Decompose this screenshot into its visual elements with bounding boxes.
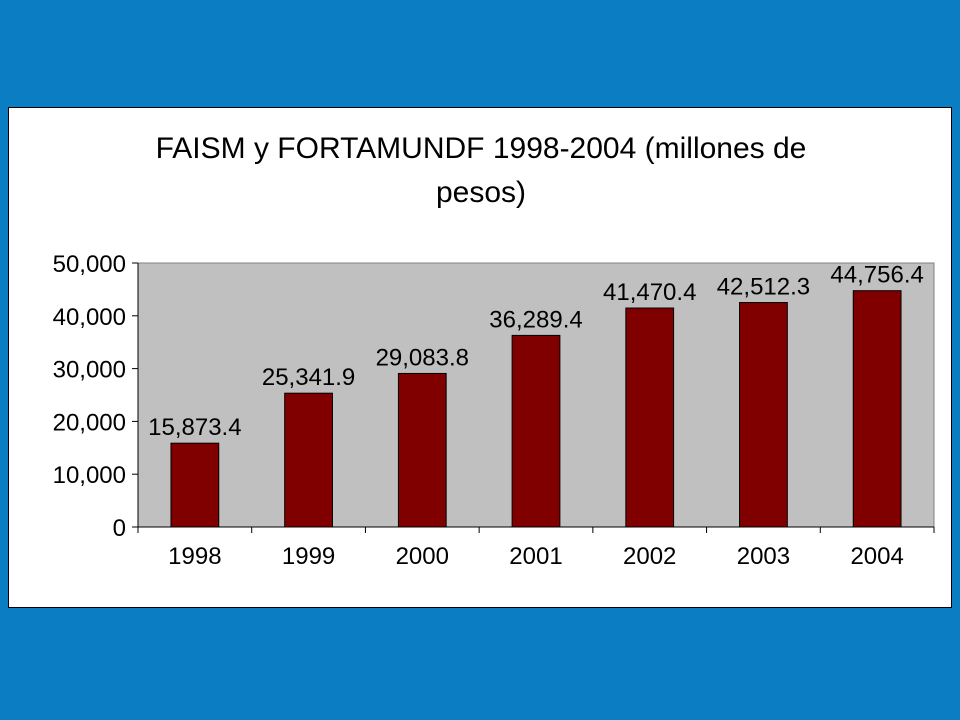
x-tick-label: 2001: [509, 543, 562, 570]
data-label-2003: 42,512.3: [717, 274, 810, 301]
x-tick-label: 2000: [396, 543, 449, 570]
bar-2002: [625, 307, 675, 528]
chart-frame: FAISM y FORTAMUNDF 1998-2004 (millones d…: [8, 107, 952, 608]
y-tick-label: 10,000: [53, 462, 126, 489]
x-tick-label: 1998: [168, 543, 221, 570]
data-label-2001: 36,289.4: [489, 306, 582, 333]
bar-chart: FAISM y FORTAMUNDF 1998-2004 (millones d…: [53, 132, 935, 570]
data-label-1998: 15,873.4: [148, 414, 241, 441]
bar-2000: [397, 372, 447, 528]
y-tick-label: 20,000: [53, 409, 126, 436]
data-label-2004: 44,756.4: [830, 262, 923, 289]
x-tick-label: 2003: [737, 543, 790, 570]
x-tick-label: 2002: [623, 543, 676, 570]
chart-title-line-2: pesos): [436, 176, 526, 209]
bar-2001: [511, 334, 561, 528]
bar-1998: [170, 442, 220, 528]
y-tick-label: 50,000: [53, 251, 126, 278]
chart-title-line-1: FAISM y FORTAMUNDF 1998-2004 (millones d…: [156, 132, 807, 165]
data-label-2002: 41,470.4: [603, 279, 696, 306]
data-label-1999: 25,341.9: [262, 364, 355, 391]
bar-2004: [852, 290, 902, 528]
y-tick-label: 40,000: [53, 304, 126, 331]
plot-area-group: 0 10,000 20,000 30,000 40,000 50,000 15,873.4 1…: [53, 251, 935, 570]
bar-2003: [739, 302, 788, 528]
data-label-2000: 29,083.8: [376, 344, 469, 371]
y-tick-label: 30,000: [53, 357, 126, 384]
bar-1999: [284, 392, 333, 528]
x-tick-label: 1999: [282, 543, 335, 570]
x-tick-label: 2004: [850, 543, 903, 570]
y-tick-label: 0: [113, 515, 126, 542]
